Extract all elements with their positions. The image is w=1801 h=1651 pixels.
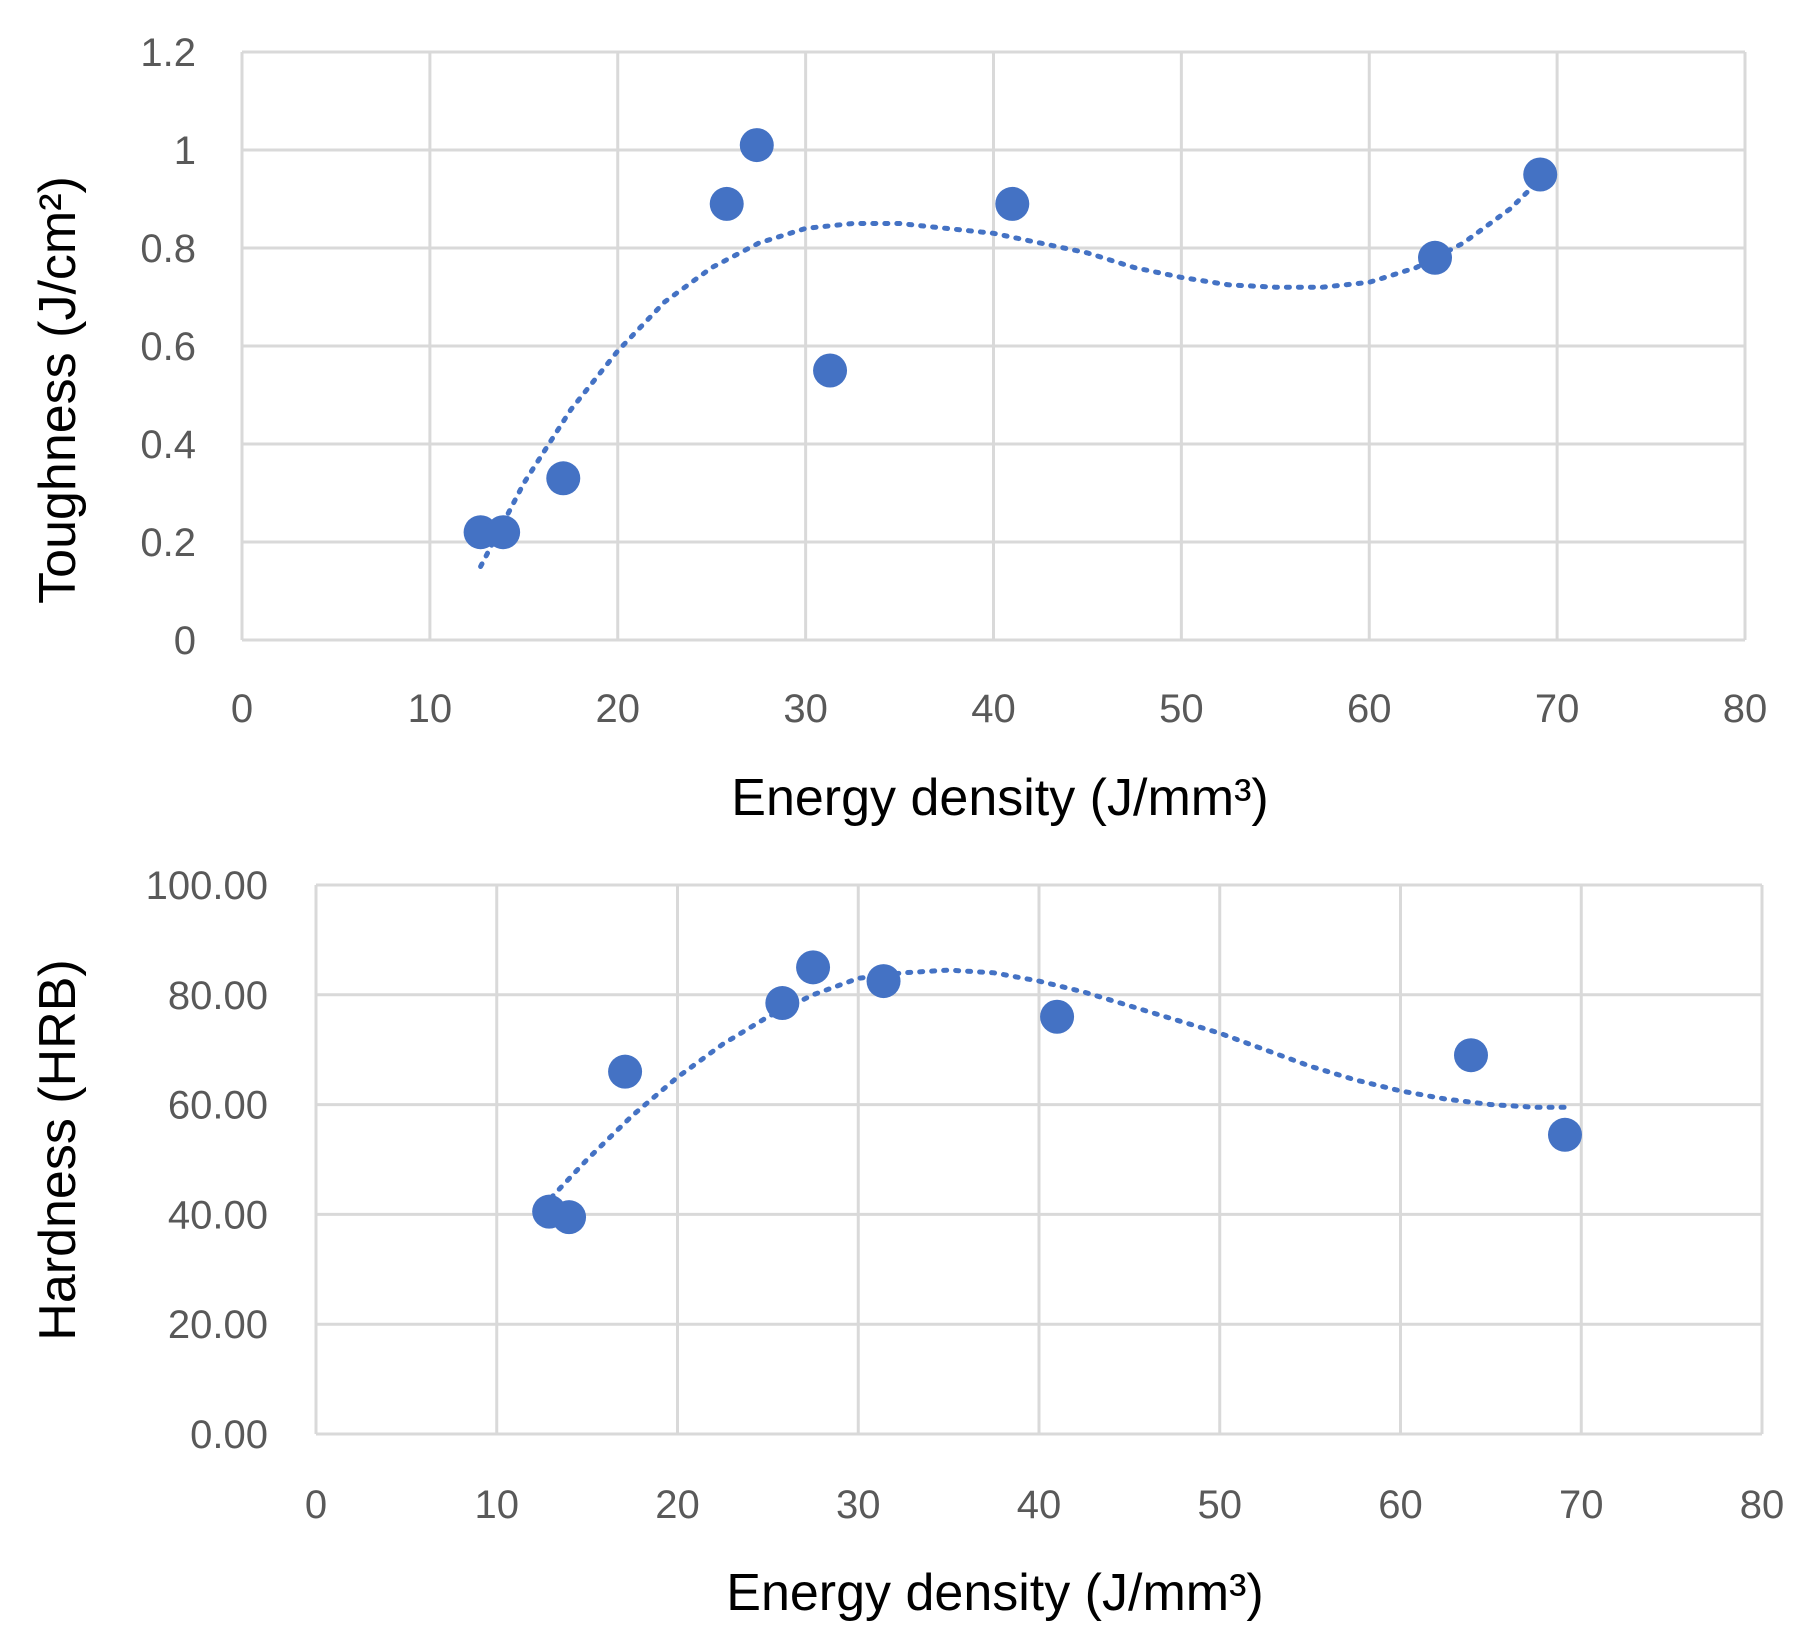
hardness-trendline — [548, 967, 1568, 1201]
toughness-chart: 0 10 20 30 40 50 60 70 80 0 0.2 0.4 0.6 0.8 1 1.2 Ener… — [29, 31, 1767, 827]
toughness-x-tick-label: 0 — [231, 687, 253, 731]
hardness-x-tick-label: 60 — [1378, 1483, 1423, 1527]
toughness-points — [463, 128, 1558, 550]
hardness-y-tick-label: 20.00 — [168, 1303, 268, 1347]
hardness-data-point — [796, 950, 831, 985]
toughness-y-tick-label: 0.6 — [140, 325, 196, 369]
toughness-y-tick-label: 0.4 — [140, 423, 196, 467]
hardness-x-tick-label: 50 — [1198, 1483, 1243, 1527]
hardness-y-axis-label: Hardness (HRB) — [29, 959, 87, 1340]
toughness-gridlines — [240, 50, 1747, 642]
toughness-y-tick-label: 1 — [174, 129, 196, 173]
toughness-x-tick-label: 60 — [1347, 687, 1392, 731]
hardness-y-tick-label: 40.00 — [168, 1193, 268, 1237]
toughness-x-tick-label: 70 — [1535, 687, 1580, 731]
hardness-x-tick-label: 10 — [475, 1483, 520, 1527]
hardness-y-tick-label: 0.00 — [190, 1413, 268, 1457]
toughness-trendline-group — [478, 176, 1543, 569]
hardness-trendline-group — [548, 967, 1568, 1201]
hardness-y-tick-label: 100.00 — [146, 864, 268, 908]
toughness-y-ticks: 0 0.2 0.4 0.6 0.8 1 1.2 — [140, 31, 196, 663]
toughness-y-tick-label: 0.8 — [140, 227, 196, 271]
toughness-data-point — [739, 128, 774, 163]
hardness-points — [532, 950, 1582, 1235]
toughness-data-point — [709, 186, 744, 221]
toughness-x-axis-label: Energy density (J/mm³) — [731, 769, 1268, 827]
toughness-data-point — [486, 515, 521, 550]
hardness-x-axis-label: Energy density (J/mm³) — [726, 1564, 1263, 1622]
toughness-data-point — [1523, 157, 1558, 192]
hardness-data-point — [1040, 999, 1075, 1034]
hardness-y-ticks: 0.00 20.00 40.00 60.00 80.00 100.00 — [146, 864, 268, 1457]
hardness-data-point — [1547, 1117, 1582, 1152]
toughness-x-tick-label: 20 — [596, 687, 641, 731]
hardness-data-point — [1453, 1038, 1488, 1073]
toughness-x-tick-label: 80 — [1723, 687, 1768, 731]
toughness-y-tick-label: 0.2 — [140, 521, 196, 565]
toughness-y-tick-label: 0 — [174, 619, 196, 663]
toughness-x-tick-label: 50 — [1159, 687, 1204, 731]
toughness-data-point — [995, 186, 1030, 221]
hardness-data-point — [552, 1200, 587, 1235]
toughness-x-tick-label: 10 — [408, 687, 453, 731]
toughness-y-axis-label: Toughness (J/cm²) — [29, 176, 87, 604]
hardness-gridlines — [314, 883, 1764, 1436]
hardness-x-tick-label: 70 — [1559, 1483, 1604, 1527]
hardness-x-ticks: 0 10 20 30 40 50 60 70 80 — [305, 1483, 1784, 1527]
hardness-x-tick-label: 0 — [305, 1483, 327, 1527]
toughness-data-point — [546, 461, 581, 496]
hardness-y-tick-label: 60.00 — [168, 1084, 268, 1128]
hardness-chart: 0 10 20 30 40 50 60 70 80 0.00 20.00 40.00 60.00 80.… — [29, 864, 1784, 1622]
toughness-x-tick-label: 40 — [971, 687, 1016, 731]
toughness-trendline — [478, 176, 1543, 569]
hardness-x-tick-label: 30 — [836, 1483, 881, 1527]
toughness-x-tick-label: 30 — [783, 687, 828, 731]
hardness-data-point — [765, 986, 800, 1021]
hardness-x-tick-label: 80 — [1740, 1483, 1785, 1527]
hardness-data-point — [608, 1054, 643, 1089]
hardness-y-tick-label: 80.00 — [168, 974, 268, 1018]
toughness-x-ticks: 0 10 20 30 40 50 60 70 80 — [231, 687, 1767, 731]
toughness-y-tick-label: 1.2 — [140, 31, 196, 75]
hardness-x-tick-label: 20 — [655, 1483, 700, 1527]
toughness-data-point — [1418, 240, 1453, 275]
hardness-x-tick-label: 40 — [1017, 1483, 1062, 1527]
hardness-data-point — [866, 964, 901, 999]
toughness-data-point — [813, 353, 848, 388]
